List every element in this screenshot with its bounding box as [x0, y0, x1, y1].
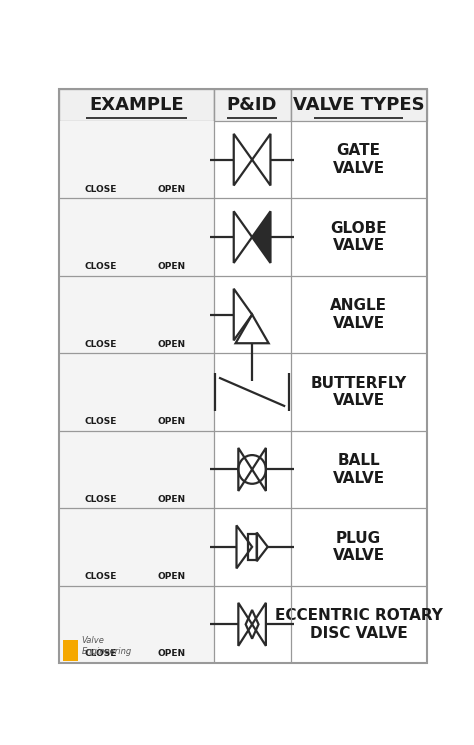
FancyBboxPatch shape: [213, 89, 291, 121]
Text: CLOSE: CLOSE: [85, 572, 117, 581]
FancyBboxPatch shape: [59, 121, 213, 198]
Text: CLOSE: CLOSE: [85, 340, 117, 349]
FancyBboxPatch shape: [59, 586, 213, 663]
Text: PLUG
VALVE: PLUG VALVE: [333, 530, 385, 563]
Text: OPEN: OPEN: [158, 572, 186, 581]
Text: OPEN: OPEN: [158, 650, 186, 659]
FancyBboxPatch shape: [59, 508, 213, 586]
Text: ANGLE
VALVE: ANGLE VALVE: [330, 298, 387, 331]
FancyBboxPatch shape: [59, 276, 213, 353]
Text: CLOSE: CLOSE: [85, 417, 117, 426]
Text: CLOSE: CLOSE: [85, 262, 117, 271]
FancyBboxPatch shape: [291, 89, 427, 121]
Text: OPEN: OPEN: [158, 495, 186, 504]
Text: BALL
VALVE: BALL VALVE: [333, 453, 385, 486]
Text: OPEN: OPEN: [158, 340, 186, 349]
Text: CLOSE: CLOSE: [85, 495, 117, 504]
FancyBboxPatch shape: [63, 639, 78, 662]
Text: EXAMPLE: EXAMPLE: [89, 96, 184, 114]
Text: OPEN: OPEN: [158, 185, 186, 194]
Text: VALVE TYPES: VALVE TYPES: [293, 96, 424, 114]
FancyBboxPatch shape: [59, 353, 213, 431]
FancyBboxPatch shape: [59, 89, 213, 121]
Text: P&ID: P&ID: [227, 96, 277, 114]
Text: OPEN: OPEN: [158, 417, 186, 426]
Text: GLOBE
VALVE: GLOBE VALVE: [330, 221, 387, 253]
FancyBboxPatch shape: [59, 431, 213, 508]
Text: OPEN: OPEN: [158, 262, 186, 271]
Text: ECCENTRIC ROTARY
DISC VALVE: ECCENTRIC ROTARY DISC VALVE: [275, 608, 443, 641]
Text: CLOSE: CLOSE: [85, 185, 117, 194]
FancyBboxPatch shape: [59, 198, 213, 276]
Text: Valve
Engineering: Valve Engineering: [82, 636, 132, 656]
Text: CLOSE: CLOSE: [85, 650, 117, 659]
Text: GATE
VALVE: GATE VALVE: [333, 144, 385, 176]
Polygon shape: [252, 212, 271, 263]
Text: BUTTERFLY
VALVE: BUTTERFLY VALVE: [310, 375, 407, 408]
